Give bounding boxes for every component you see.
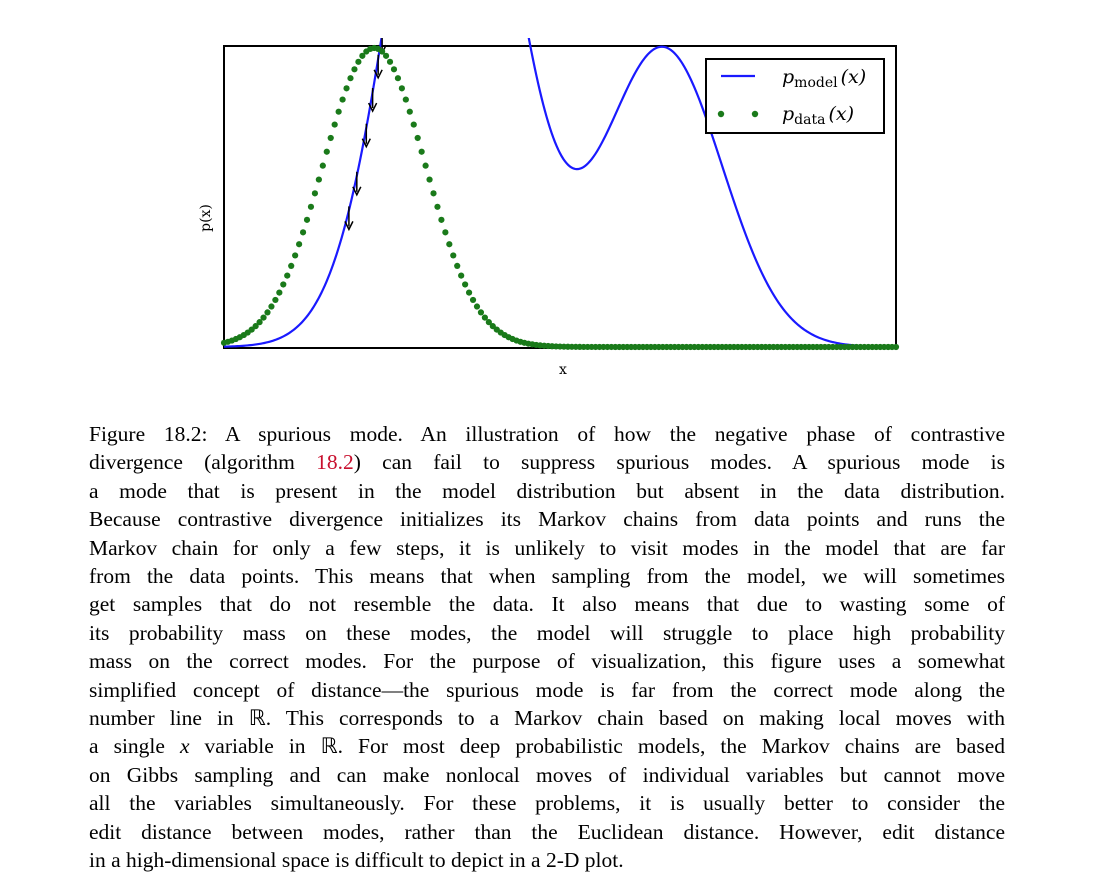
data-density-point (343, 85, 350, 92)
data-density-point (347, 75, 354, 82)
figure-caption: Figure 18.2: A spurious mode. An illustr… (89, 420, 1005, 875)
data-density-point (406, 108, 413, 115)
legend: pmodel (x) pdata (x) (705, 58, 885, 134)
data-density-point (430, 190, 437, 197)
caption-line: get samples that do not resemble the dat… (89, 592, 1005, 617)
data-density-point (268, 303, 275, 310)
data-density-point (260, 314, 267, 321)
data-density-point (386, 58, 394, 65)
data-density-point (398, 85, 405, 92)
data-density-point (477, 309, 485, 316)
data-density-point (426, 176, 433, 183)
caption-line: divergence (algorithm 18.2) can fail to … (89, 448, 1005, 476)
legend-box (705, 58, 885, 134)
caption-line: simplified concept of distance—the spuri… (89, 677, 1005, 702)
caption-line: Markov chain for only a few steps, it is… (89, 535, 1005, 560)
caption-text: variable in ℝ. For most deep probabilist… (189, 734, 1005, 759)
data-density-point (422, 162, 429, 169)
caption-text: ) can fail to suppress spurious modes. A… (353, 450, 1005, 475)
data-density-point (359, 52, 366, 59)
data-density-point (465, 289, 473, 296)
algorithm-ref-link[interactable]: 18.2 (316, 450, 354, 475)
data-density-point (280, 281, 287, 288)
caption-line: number line in ℝ. This corresponds to a … (89, 706, 1005, 731)
legend-model-label: pmodel (x) (782, 66, 866, 91)
data-density-point (288, 262, 295, 269)
data-density-point (319, 162, 326, 169)
data-density-point (481, 314, 488, 321)
data-density-point (442, 229, 449, 236)
data-density-point (892, 343, 900, 351)
caption-line: Because contrastive divergence initializ… (89, 507, 1005, 532)
data-density-point (307, 203, 315, 210)
data-density-point (315, 176, 322, 183)
data-density-point (327, 134, 334, 142)
data-density-point (323, 148, 330, 155)
caption-line: in a high-dimensional space is difficult… (89, 848, 624, 873)
data-density-point (311, 190, 319, 197)
data-density-point (264, 309, 271, 316)
data-density-point (410, 121, 417, 128)
data-density-point (469, 296, 477, 304)
data-density-point (485, 319, 492, 326)
data-density-point (434, 203, 441, 210)
data-density-point (450, 252, 457, 259)
data-density-point (303, 216, 311, 223)
data-density-point (284, 272, 291, 279)
legend-data-label: pdata (x) (782, 103, 854, 128)
legend-data-swatch-dot (751, 110, 759, 118)
data-density-point (292, 252, 299, 259)
data-density-point (351, 66, 358, 73)
negative-phase-arrow (361, 123, 371, 149)
negative-phase-arrow (352, 171, 362, 197)
caption-line: a single x variable in ℝ. For most deep … (89, 732, 1005, 760)
caption-text: divergence (algorithm (89, 450, 317, 475)
data-density-point (462, 281, 469, 288)
negative-phase-arrow (344, 206, 354, 232)
data-density-point (256, 319, 263, 326)
data-density-point (382, 52, 390, 59)
data-density-point (339, 96, 346, 103)
data-density-point (355, 58, 362, 65)
negative-phase-arrow (373, 54, 383, 80)
math-variable: x (179, 734, 190, 759)
figure-18-2: p(x) x pmodel (x) pdata (x) (190, 38, 910, 383)
caption-line: on Gibbs sampling and can make nonlocal … (89, 762, 1005, 787)
data-density-point (394, 75, 402, 82)
legend-data-swatch-dot (717, 110, 725, 118)
data-density-point (454, 262, 461, 269)
data-density-point (473, 303, 481, 310)
data-density-point (390, 66, 398, 73)
caption-line: all the variables simultaneously. For th… (89, 791, 1005, 816)
x-axis-label: x (559, 362, 567, 378)
caption-line: a mode that is present in the model dist… (89, 478, 1005, 503)
model-density-line (223, 38, 897, 348)
data-density-point (379, 48, 386, 55)
negative-phase-arrow (367, 88, 378, 113)
data-density-point (296, 241, 303, 248)
data-density-point (276, 289, 283, 296)
caption-line: from the data points. This means that wh… (89, 564, 1005, 589)
data-density-point (299, 229, 307, 236)
caption-line: its probability mass on these modes, the… (89, 620, 1005, 645)
data-density-point (418, 148, 425, 155)
data-density-point (335, 108, 342, 115)
data-density-point (331, 121, 338, 128)
data-density-point (438, 216, 445, 223)
caption-line: Figure 18.2: A spurious mode. An illustr… (89, 422, 1005, 446)
plot-area (220, 38, 900, 351)
data-density-point (414, 134, 421, 142)
data-density-point (402, 96, 409, 103)
data-density-point (458, 272, 465, 279)
data-density-point (252, 323, 259, 330)
data-density-point (272, 296, 279, 304)
caption-line: edit distance between modes, rather than… (89, 819, 1005, 844)
caption-text: a single (89, 734, 180, 759)
data-density-point (446, 241, 453, 248)
y-axis-label: p(x) (198, 204, 214, 232)
chart-svg: p(x) x pmodel (x) pdata (x) (198, 38, 900, 378)
caption-line: mass on the correct modes. For the purpo… (89, 649, 1005, 674)
